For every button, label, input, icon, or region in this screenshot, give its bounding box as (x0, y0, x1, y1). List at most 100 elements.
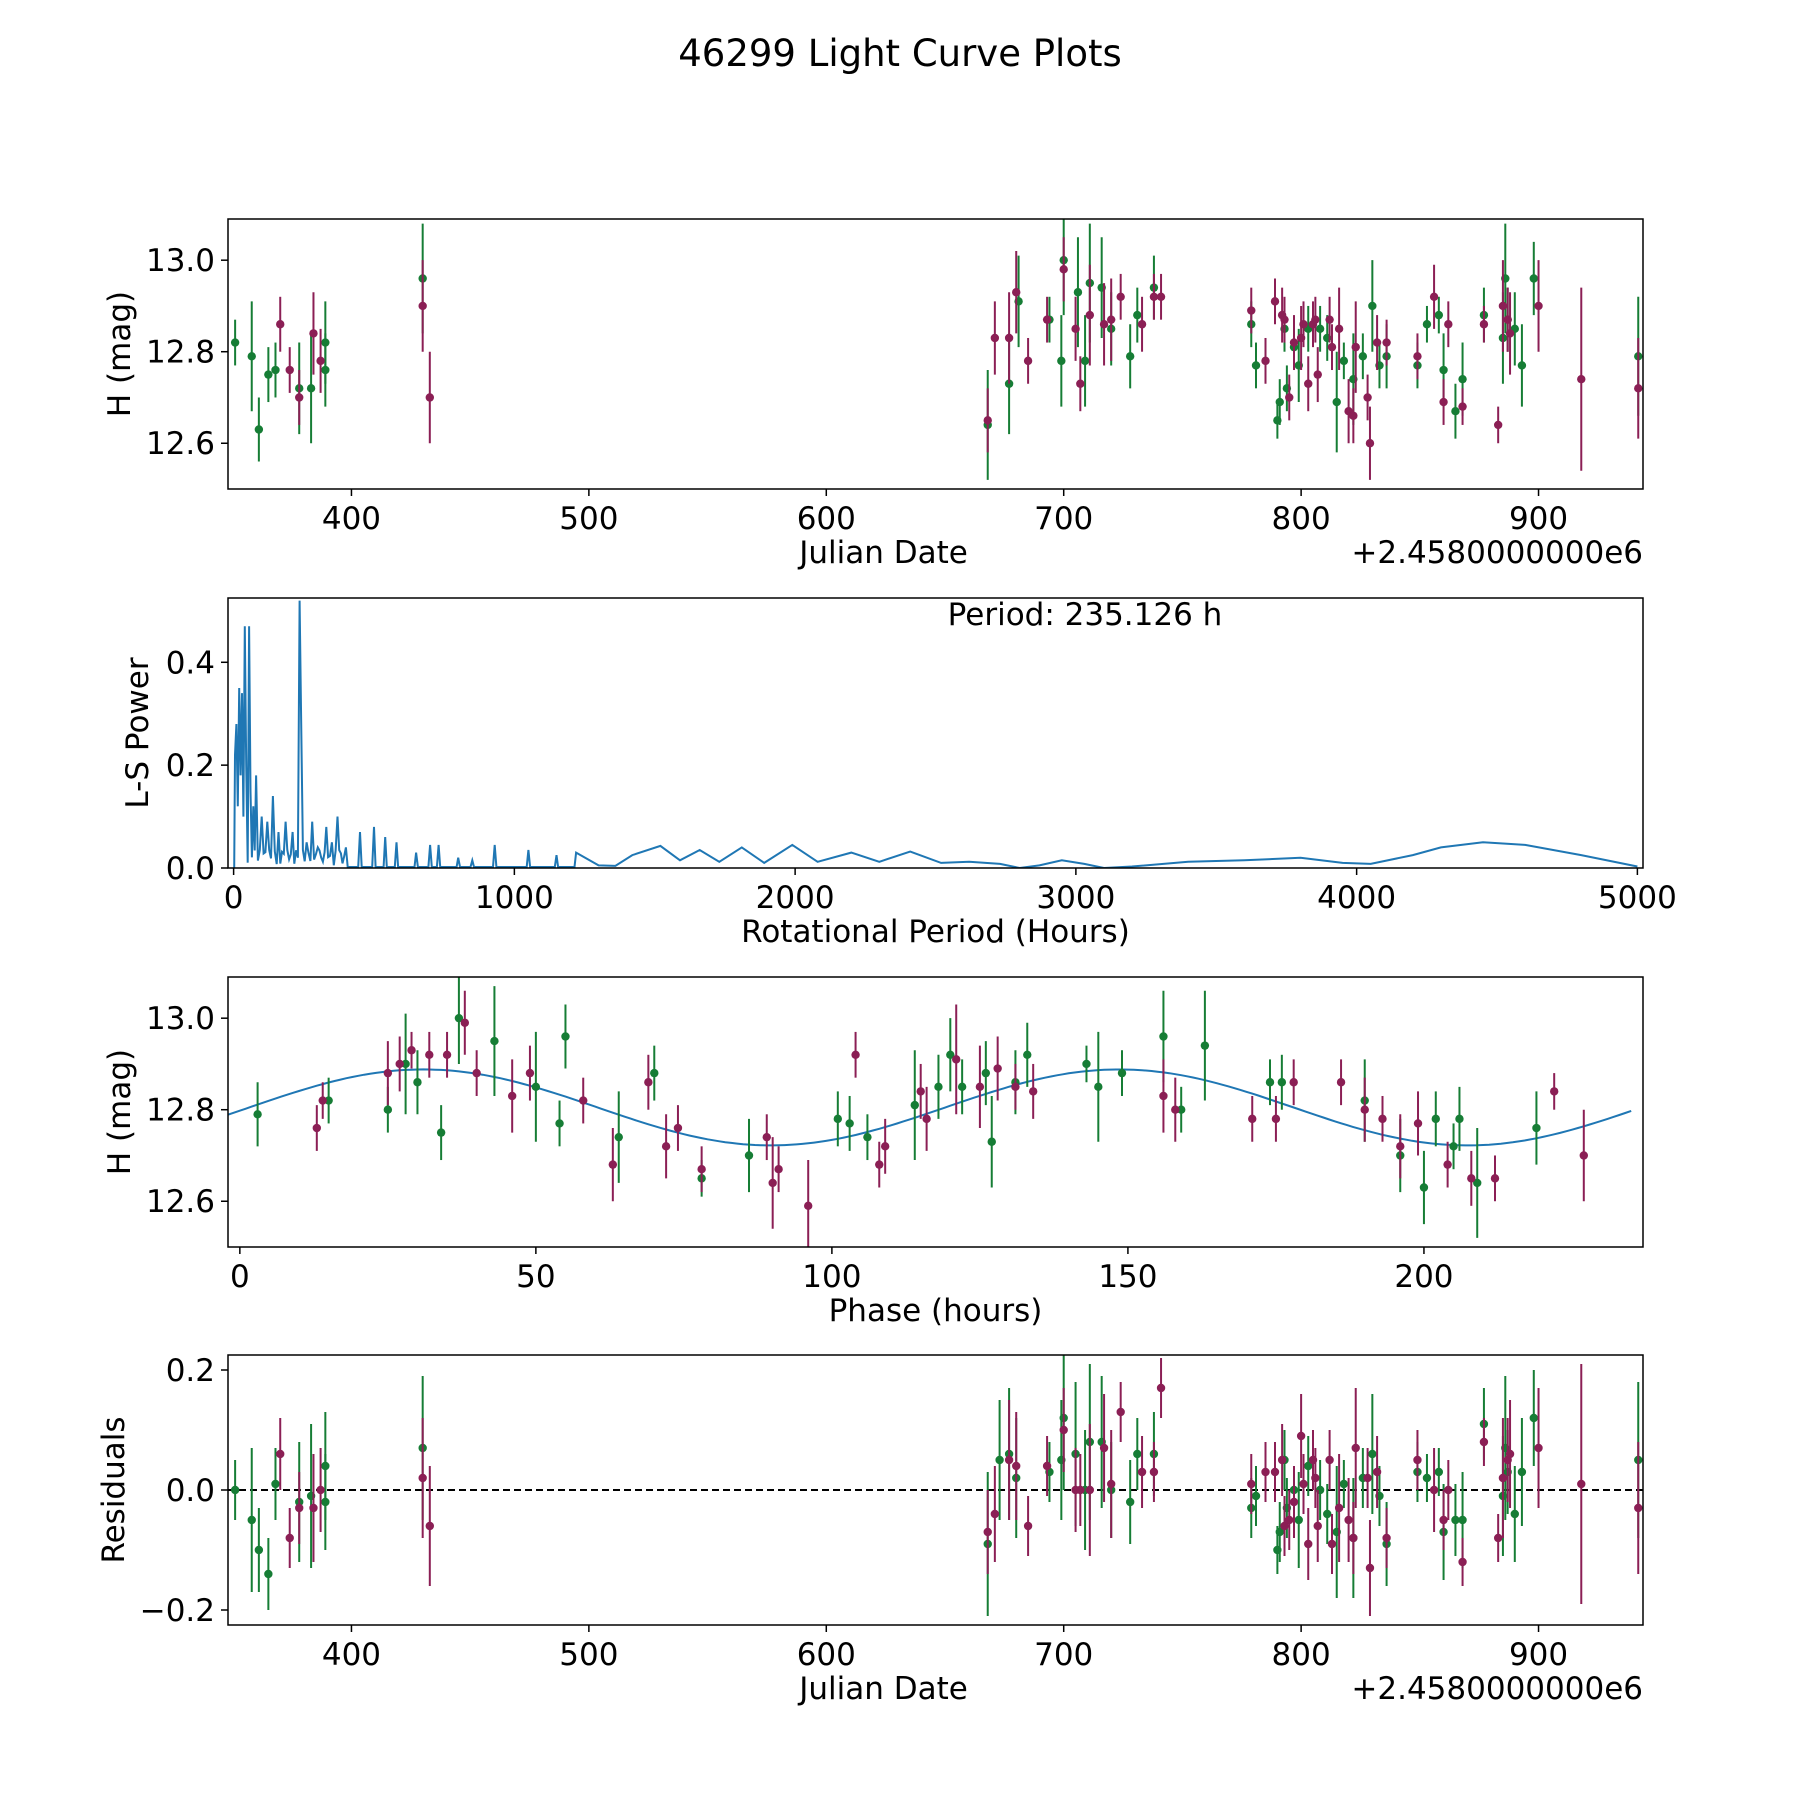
data-point (1125, 352, 1135, 361)
data-point (1577, 1479, 1586, 1489)
data-point (608, 1160, 618, 1169)
data-point (1125, 1497, 1135, 1507)
data-point (316, 356, 325, 366)
data-point (1076, 379, 1085, 388)
data-point (1458, 1557, 1467, 1567)
data-point (1149, 1467, 1159, 1477)
data-point (1458, 1515, 1467, 1525)
data-point (1336, 1078, 1346, 1087)
data-point (306, 384, 316, 393)
data-point (1304, 1539, 1313, 1549)
data-point (952, 1055, 961, 1064)
series-green (253, 977, 1541, 1238)
data-point (318, 1096, 327, 1105)
data-point (768, 1178, 777, 1188)
data-point (1434, 1467, 1444, 1477)
data-point (285, 1533, 294, 1543)
data-point (1458, 374, 1467, 384)
data-point (561, 1032, 570, 1041)
data-point (442, 1050, 452, 1059)
data-point (1327, 342, 1337, 352)
data-point (1505, 329, 1515, 338)
data-point (1505, 1449, 1515, 1459)
data-point (295, 1503, 304, 1513)
x-tick-label: 5000 (1598, 880, 1677, 916)
data-point (285, 365, 294, 375)
data-point (934, 1082, 943, 1092)
data-point (276, 320, 285, 329)
data-point (276, 1449, 285, 1459)
x-axis-label: Julian Date (797, 535, 968, 571)
data-point (401, 1059, 410, 1069)
data-point (1455, 1114, 1464, 1124)
data-point (1313, 1521, 1322, 1531)
data-point (1277, 1455, 1287, 1465)
data-point (1451, 407, 1460, 416)
data-point (407, 1046, 416, 1055)
data-point (1299, 1479, 1308, 1489)
data-point (1094, 1082, 1103, 1092)
data-point (762, 1132, 771, 1142)
x-tick-label: 50 (516, 1259, 555, 1295)
data-point (1159, 1032, 1168, 1041)
data-point (614, 1132, 623, 1142)
data-point (880, 1142, 890, 1151)
data-point (1311, 1473, 1320, 1483)
data-point (863, 1132, 872, 1142)
data-point (418, 301, 427, 311)
data-point (983, 1527, 992, 1537)
data-point (1634, 384, 1643, 393)
data-point (1368, 1449, 1377, 1459)
y-tick-label: 13.0 (146, 243, 215, 279)
x-tick-label: 4000 (1317, 880, 1396, 916)
data-point (383, 1068, 393, 1078)
data-point (1332, 397, 1341, 407)
data-point (1439, 1515, 1448, 1525)
data-point (1449, 1142, 1458, 1151)
data-point (916, 1087, 925, 1096)
x-tick-label: 700 (1034, 1637, 1093, 1673)
data-point (1315, 324, 1325, 334)
data-point (1365, 439, 1375, 448)
data-point (1360, 1105, 1369, 1114)
axes-frame (227, 218, 1644, 490)
x-tick-label: 800 (1272, 1637, 1331, 1673)
x-tick-label: 400 (322, 501, 381, 537)
data-point (295, 393, 304, 402)
data-point (1012, 288, 1021, 297)
x-tick-label: 150 (1098, 1259, 1157, 1295)
data-point (1339, 1479, 1349, 1489)
data-point (1517, 361, 1527, 370)
data-point (1444, 1485, 1453, 1495)
x-tick-label: 500 (559, 1637, 618, 1673)
y-tick-label: 12.8 (146, 1093, 215, 1129)
x-tick-label: 2000 (756, 880, 835, 916)
data-point (1200, 1041, 1210, 1050)
data-point (1517, 1467, 1527, 1477)
data-point (1493, 1533, 1503, 1543)
data-point (661, 1142, 671, 1151)
data-point (1304, 379, 1313, 388)
data-point (1634, 1503, 1643, 1513)
data-point (436, 1128, 446, 1137)
series-green (230, 219, 1643, 480)
lightcurve-panel: 400 500 600 700 800 900 12.6 12.8 13.0 Julian Dat… (102, 218, 1644, 571)
y-tick-label: 0.4 (166, 645, 215, 681)
data-point (1059, 265, 1068, 274)
data-point (1004, 333, 1014, 343)
data-point (650, 1068, 659, 1078)
data-point (1473, 1178, 1482, 1188)
y-axis-label: H (mag) (102, 1049, 138, 1175)
data-point (1534, 301, 1543, 311)
data-point (230, 1485, 240, 1495)
data-point (845, 1119, 854, 1128)
data-point (1365, 1563, 1375, 1573)
series-purple (276, 1358, 1643, 1616)
data-point (1296, 1431, 1306, 1441)
data-point (1422, 320, 1432, 329)
data-point (1099, 320, 1109, 329)
data-point (990, 333, 1000, 343)
data-point (454, 1013, 464, 1023)
data-point (1349, 1533, 1358, 1543)
data-point (1439, 365, 1448, 375)
